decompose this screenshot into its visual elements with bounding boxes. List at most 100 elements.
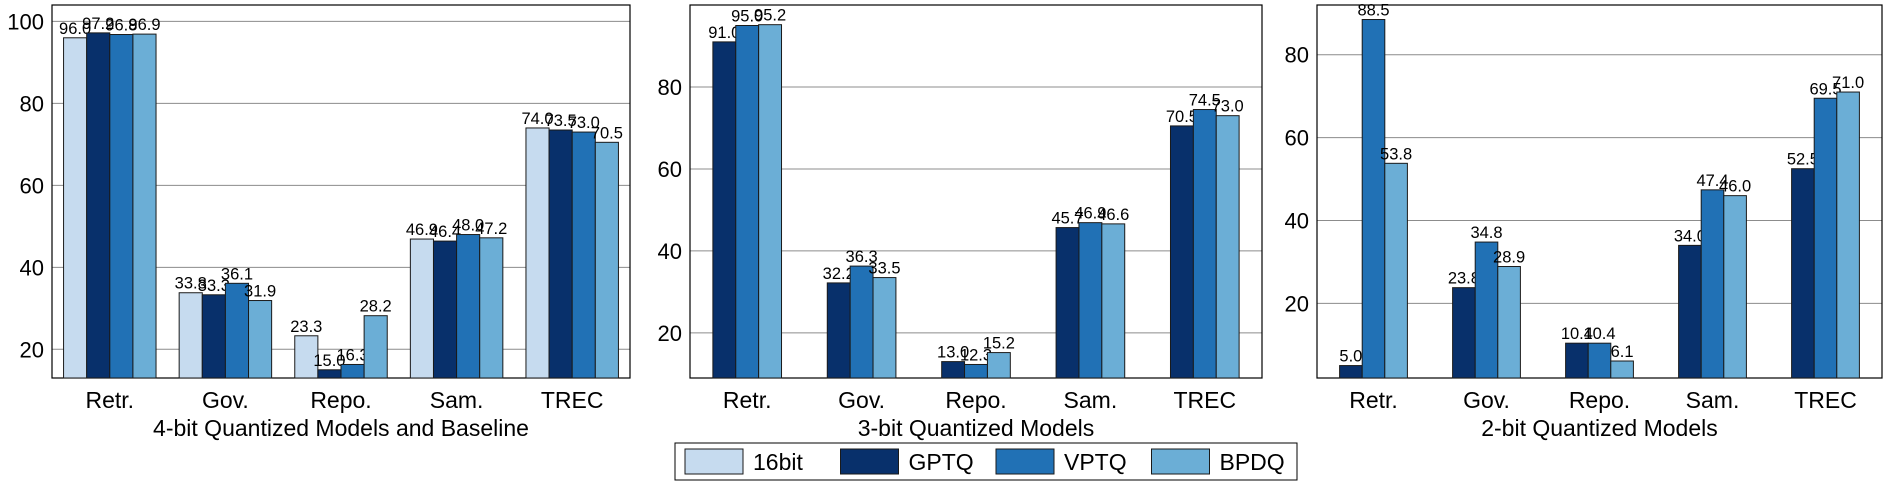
bar-16bit-sam [409,238,434,379]
bar-bpdq-repo [986,352,1011,379]
data-label: 5.0 [1339,348,1362,366]
y-tick-label: 20 [658,321,682,346]
x-tick-label: Repo. [945,387,1006,413]
bar-vptq-retr [735,24,760,379]
bar-vptq-trec [1813,97,1838,379]
x-tick-label: Repo. [1569,387,1630,413]
data-label: 34.8 [1470,224,1502,242]
y-tick-label: 60 [658,157,682,182]
data-label: 23.8 [1448,270,1480,288]
bar-16bit-gov [178,292,203,379]
bar-16bit-trec [525,127,550,379]
data-label: 32.2 [823,265,855,283]
data-label: 95.0 [731,7,763,25]
data-label: 96.0 [59,20,91,38]
y-tick-label: 60 [20,173,44,198]
data-label: 6.1 [1611,343,1634,361]
data-label: 23.3 [290,318,322,336]
x-tick-label: TREC [541,387,604,413]
data-label: 88.5 [1357,2,1389,20]
data-label: 28.2 [360,298,392,316]
bar-16bit-retr [63,37,88,379]
x-tick-label: Gov. [1463,387,1510,413]
bar-vptq-sam [456,234,481,379]
data-label: 46.4 [429,223,461,241]
bar-gptq-gov [826,282,851,379]
data-label: 47.2 [475,220,507,238]
y-tick-label: 80 [1285,43,1309,68]
bar-gptq-sam [432,240,458,379]
bar-bpdq-gov [1497,266,1521,379]
data-label: 31.9 [244,283,276,301]
data-label: 73.0 [1212,98,1244,116]
x-tick-label: Sam. [1064,387,1118,413]
legend-label: 16bit [753,449,803,475]
data-label: 69.5 [1809,80,1841,98]
data-label: 71.0 [1832,74,1864,92]
bar-gptq-retr [86,32,111,379]
data-label: 33.5 [868,260,900,278]
x-tick-label: Repo. [310,387,371,413]
data-label: 91.0 [708,24,740,42]
x-axis-title: 2-bit Quantized Models [1481,415,1718,441]
bar-vptq-sam [1700,189,1725,379]
data-label: 10.4 [1583,325,1615,343]
bar-bpdq-gov [872,277,897,379]
bar-bpdq-trec [1215,115,1240,379]
bar-gptq-trec [1791,168,1815,379]
x-tick-label: TREC [1173,387,1236,413]
x-tick-label: Gov. [202,387,249,413]
bar-gptq-repo [317,369,342,379]
x-tick-label: Sam. [430,387,484,413]
legend-swatch-vptq [995,448,1055,475]
data-label: 45.7 [1051,210,1083,228]
data-label: 46.9 [406,221,438,239]
bar-gptq-gov [1452,287,1476,379]
data-label: 13.0 [937,344,969,362]
bar-gptq-sam [1055,227,1080,379]
data-label: 34.0 [1674,227,1706,245]
bar-gptq-trec [548,129,573,379]
bar-vptq-gov [849,265,874,379]
legend-label: BPDQ [1220,449,1285,475]
y-tick-label: 60 [1285,126,1309,151]
data-label: 70.5 [591,124,623,142]
x-tick-label: Retr. [723,387,772,413]
bar-bpdq-sam [1101,223,1126,379]
data-label: 46.9 [1074,205,1106,223]
data-label: 97.2 [82,15,114,33]
data-label: 95.2 [754,7,786,25]
bar-vptq-repo [340,363,365,379]
y-tick-label: 80 [20,91,44,116]
bar-bpdq-retr [1384,162,1408,379]
data-label: 46.6 [1097,206,1129,224]
bar-gptq-retr [1339,365,1363,379]
y-tick-label: 80 [658,75,682,100]
data-label: 47.4 [1696,172,1728,190]
data-label: 46.0 [1719,178,1751,196]
data-label: 16.3 [336,346,368,364]
data-label: 48.0 [452,217,484,235]
data-label: 70.5 [1166,108,1198,126]
x-tick-label: Retr. [1349,387,1398,413]
data-label: 28.9 [1493,249,1525,267]
data-label: 74.0 [521,110,553,128]
bar-vptq-repo [964,363,988,379]
data-label: 73.0 [568,114,600,132]
bar-vptq-trec [571,131,596,379]
bar-vptq-retr [109,34,134,379]
y-tick-label: 40 [1285,209,1309,234]
bar-vptq-sam [1078,222,1103,379]
x-axis-title: 3-bit Quantized Models [858,415,1095,441]
legend-label: GPTQ [909,449,974,475]
x-tick-label: Retr. [86,387,135,413]
data-label: 74.5 [1189,92,1221,110]
bar-bpdq-retr [758,24,783,379]
legend: 16bit GPTQ VPTQ BPDQ [674,442,1298,481]
chart-panel-2: 20 40 60 80 91.095.095.2 Retr. 32.236.333.5 Gov… [658,4,1263,441]
data-label: 52.5 [1787,151,1819,169]
y-tick-label: 40 [20,255,44,280]
bar-vptq-retr [1361,19,1386,379]
bar-vptq-repo [1587,342,1612,379]
bar-bpdq-trec [594,141,619,379]
